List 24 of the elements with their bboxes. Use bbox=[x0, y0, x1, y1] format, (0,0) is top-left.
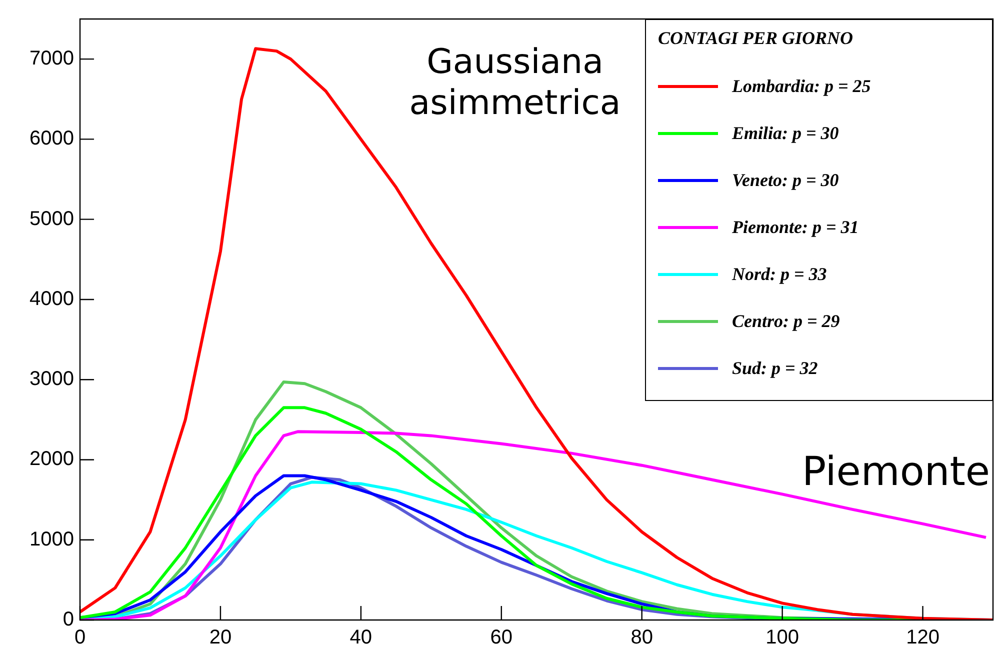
x-tick-label: 20 bbox=[209, 626, 232, 649]
legend-title: CONTAGI PER GIORNO bbox=[658, 28, 854, 49]
y-tick-label: 1000 bbox=[30, 528, 74, 550]
legend-label: Piemonte: p = 31 bbox=[732, 217, 859, 238]
x-tick-label: 100 bbox=[766, 626, 799, 649]
x-tick-label: 60 bbox=[490, 626, 513, 649]
legend-label: Nord: p = 33 bbox=[732, 264, 827, 285]
y-tick-label: 3000 bbox=[30, 368, 74, 390]
legend-label: Lombardia: p = 25 bbox=[732, 76, 871, 97]
legend-label: Veneto: p = 30 bbox=[732, 170, 839, 191]
x-tick-label: 120 bbox=[906, 626, 940, 649]
x-tick-label: 80 bbox=[630, 626, 653, 649]
annotation: Piemonte bbox=[800, 448, 990, 496]
y-tick-label: 7000 bbox=[30, 48, 74, 70]
annotation: Gaussiana asimmetrica bbox=[408, 42, 622, 124]
legend-label: Sud: p = 32 bbox=[732, 358, 818, 379]
y-tick-label: 2000 bbox=[30, 448, 74, 470]
legend-label: Emilia: p = 30 bbox=[732, 123, 839, 144]
x-tick-label: 40 bbox=[350, 626, 372, 649]
y-tick-label: 6000 bbox=[30, 128, 74, 150]
y-tick-label: 4000 bbox=[30, 288, 74, 310]
legend-label: Centro: p = 29 bbox=[732, 311, 840, 332]
y-tick-label: 5000 bbox=[30, 208, 74, 230]
y-tick-label: 0 bbox=[62, 608, 74, 631]
